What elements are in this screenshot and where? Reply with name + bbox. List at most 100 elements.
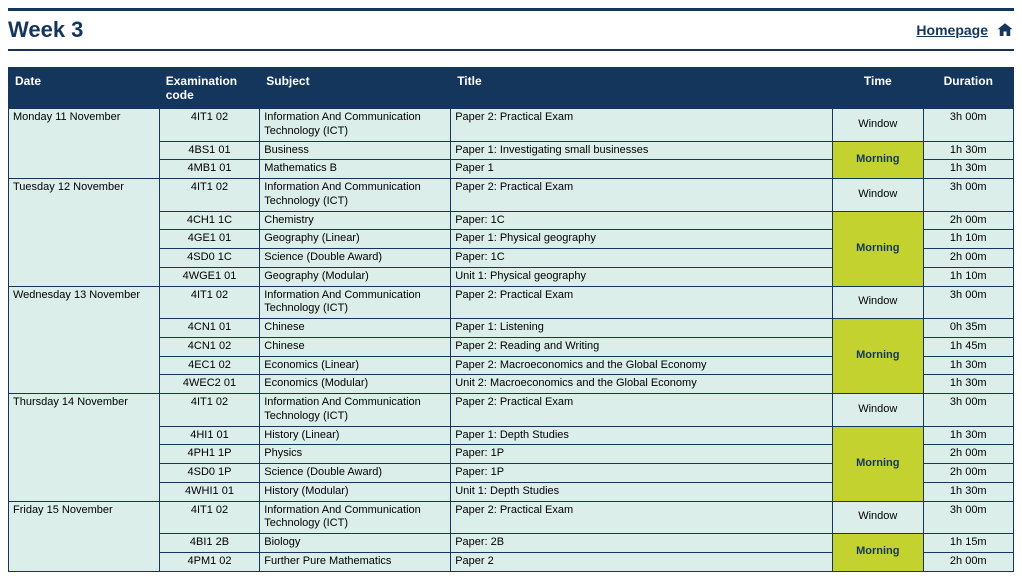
- duration-cell: 2h 00m: [923, 211, 1013, 230]
- exam-code-cell: 4WEC2 01: [159, 375, 260, 394]
- exam-code-cell: 4CN1 02: [159, 337, 260, 356]
- exam-code-cell: 4CN1 01: [159, 319, 260, 338]
- duration-cell: 2h 00m: [923, 445, 1013, 464]
- exam-code-cell: 4BI1 2B: [159, 534, 260, 553]
- date-cell: Thursday 14 November: [9, 394, 160, 502]
- duration-cell: 0h 35m: [923, 319, 1013, 338]
- table-header-row: Date Examination code Subject Title Time…: [9, 68, 1014, 109]
- subject-cell: Science (Double Award): [260, 249, 451, 268]
- col-duration: Duration: [923, 68, 1013, 109]
- title-cell: Paper 2: Practical Exam: [451, 501, 833, 534]
- title-cell: Paper 1: Physical geography: [451, 230, 833, 249]
- date-cell: Wednesday 13 November: [9, 286, 160, 394]
- col-time: Time: [833, 68, 923, 109]
- exam-code-cell: 4SD0 1P: [159, 464, 260, 483]
- title-cell: Paper: 1C: [451, 249, 833, 268]
- subject-cell: History (Modular): [260, 482, 451, 501]
- table-row: Friday 15 November4IT1 02Information And…: [9, 501, 1014, 534]
- time-cell: Window: [833, 179, 923, 212]
- duration-cell: 3h 00m: [923, 286, 1013, 319]
- title-cell: Paper: 2B: [451, 534, 833, 553]
- table-row: 4BS1 01BusinessPaper 1: Investigating sm…: [9, 141, 1014, 160]
- date-cell: Tuesday 12 November: [9, 179, 160, 287]
- schedule-table: Date Examination code Subject Title Time…: [8, 67, 1014, 572]
- page-title: Week 3: [8, 17, 83, 43]
- subject-cell: Chemistry: [260, 211, 451, 230]
- title-cell: Paper 1: [451, 160, 833, 179]
- date-cell: Friday 15 November: [9, 501, 160, 571]
- subject-cell: Economics (Linear): [260, 356, 451, 375]
- duration-cell: 2h 00m: [923, 552, 1013, 571]
- exam-code-cell: 4SD0 1C: [159, 249, 260, 268]
- table-row: 4HI1 01History (Linear)Paper 1: Depth St…: [9, 426, 1014, 445]
- duration-cell: 1h 45m: [923, 337, 1013, 356]
- subject-cell: Biology: [260, 534, 451, 553]
- title-cell: Paper 2: Practical Exam: [451, 109, 833, 142]
- title-cell: Paper 2: Practical Exam: [451, 286, 833, 319]
- exam-code-cell: 4IT1 02: [159, 394, 260, 427]
- exam-code-cell: 4IT1 02: [159, 109, 260, 142]
- title-cell: Unit 1: Depth Studies: [451, 482, 833, 501]
- time-cell: Window: [833, 109, 923, 142]
- subject-cell: Information And Communication Technology…: [260, 109, 451, 142]
- duration-cell: 2h 00m: [923, 249, 1013, 268]
- subject-cell: Information And Communication Technology…: [260, 501, 451, 534]
- subject-cell: Geography (Linear): [260, 230, 451, 249]
- subject-cell: Chinese: [260, 337, 451, 356]
- table-row: 4BI1 2BBiologyPaper: 2BMorning1h 15m: [9, 534, 1014, 553]
- exam-code-cell: 4CH1 1C: [159, 211, 260, 230]
- duration-cell: 1h 30m: [923, 141, 1013, 160]
- title-cell: Unit 2: Macroeconomics and the Global Ec…: [451, 375, 833, 394]
- time-cell: Morning: [833, 319, 923, 394]
- title-cell: Unit 1: Physical geography: [451, 267, 833, 286]
- time-cell: Morning: [833, 211, 923, 286]
- duration-cell: 2h 00m: [923, 464, 1013, 483]
- exam-code-cell: 4PH1 1P: [159, 445, 260, 464]
- title-cell: Paper: 1C: [451, 211, 833, 230]
- exam-code-cell: 4GE1 01: [159, 230, 260, 249]
- subject-cell: Mathematics B: [260, 160, 451, 179]
- exam-code-cell: 4IT1 02: [159, 501, 260, 534]
- subject-cell: Further Pure Mathematics: [260, 552, 451, 571]
- col-subject: Subject: [260, 68, 451, 109]
- exam-code-cell: 4IT1 02: [159, 286, 260, 319]
- duration-cell: 1h 30m: [923, 482, 1013, 501]
- subject-cell: Information And Communication Technology…: [260, 179, 451, 212]
- table-row: Wednesday 13 November4IT1 02Information …: [9, 286, 1014, 319]
- time-cell: Morning: [833, 141, 923, 179]
- subject-cell: Geography (Modular): [260, 267, 451, 286]
- duration-cell: 3h 00m: [923, 179, 1013, 212]
- exam-code-cell: 4WGE1 01: [159, 267, 260, 286]
- homepage-area: Homepage: [916, 21, 1014, 39]
- col-code: Examination code: [159, 68, 260, 109]
- exam-code-cell: 4HI1 01: [159, 426, 260, 445]
- title-cell: Paper: 1P: [451, 445, 833, 464]
- duration-cell: 1h 30m: [923, 426, 1013, 445]
- title-cell: Paper 1: Investigating small businesses: [451, 141, 833, 160]
- subject-cell: Information And Communication Technology…: [260, 394, 451, 427]
- duration-cell: 3h 00m: [923, 109, 1013, 142]
- col-title: Title: [451, 68, 833, 109]
- duration-cell: 1h 30m: [923, 375, 1013, 394]
- duration-cell: 1h 15m: [923, 534, 1013, 553]
- time-cell: Window: [833, 286, 923, 319]
- time-cell: Morning: [833, 534, 923, 572]
- exam-code-cell: 4WHI1 01: [159, 482, 260, 501]
- table-row: 4CH1 1CChemistryPaper: 1CMorning2h 00m: [9, 211, 1014, 230]
- duration-cell: 1h 10m: [923, 267, 1013, 286]
- title-cell: Paper 2: [451, 552, 833, 571]
- exam-code-cell: 4PM1 02: [159, 552, 260, 571]
- home-icon[interactable]: [996, 21, 1014, 39]
- duration-cell: 1h 10m: [923, 230, 1013, 249]
- exam-code-cell: 4BS1 01: [159, 141, 260, 160]
- date-cell: Monday 11 November: [9, 109, 160, 179]
- exam-code-cell: 4EC1 02: [159, 356, 260, 375]
- subject-cell: Information And Communication Technology…: [260, 286, 451, 319]
- duration-cell: 3h 00m: [923, 501, 1013, 534]
- homepage-link[interactable]: Homepage: [916, 22, 988, 38]
- title-cell: Paper: 1P: [451, 464, 833, 483]
- time-cell: Window: [833, 501, 923, 534]
- subject-cell: Business: [260, 141, 451, 160]
- title-cell: Paper 1: Depth Studies: [451, 426, 833, 445]
- subject-cell: Physics: [260, 445, 451, 464]
